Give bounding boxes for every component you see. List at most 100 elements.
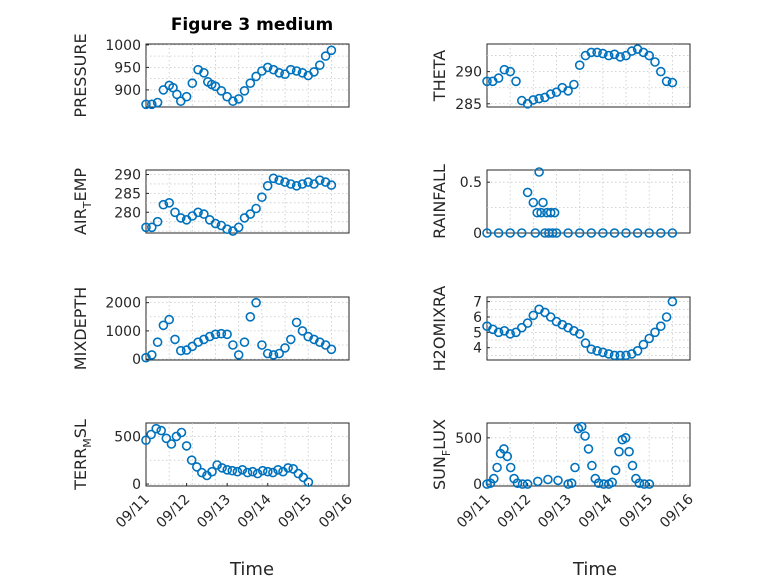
data-point bbox=[574, 60, 585, 70]
data-point bbox=[197, 467, 207, 478]
data-point bbox=[655, 228, 666, 238]
data-point bbox=[586, 47, 597, 58]
data-point bbox=[553, 475, 563, 486]
data-point bbox=[488, 473, 499, 484]
y-axis-label: MIXDEPTH bbox=[71, 287, 90, 370]
data-point bbox=[482, 228, 492, 238]
x-tick-label: 09/14 bbox=[576, 491, 616, 531]
data-point bbox=[522, 479, 533, 489]
data-point bbox=[638, 339, 649, 350]
data-point bbox=[217, 463, 227, 473]
data-point bbox=[158, 199, 169, 210]
data-point bbox=[251, 203, 261, 214]
data-point bbox=[621, 50, 631, 61]
data-point bbox=[245, 311, 256, 322]
data-point bbox=[587, 460, 597, 471]
data-point bbox=[158, 85, 169, 95]
data-point bbox=[309, 67, 319, 77]
data-point bbox=[193, 207, 203, 218]
data-point bbox=[222, 464, 232, 475]
data-point bbox=[156, 425, 166, 436]
data-point bbox=[626, 46, 637, 56]
data-point bbox=[251, 297, 261, 308]
y-tick-label: 0.5 bbox=[460, 175, 482, 191]
data-point bbox=[528, 197, 539, 208]
data-point bbox=[632, 228, 643, 238]
data-point bbox=[152, 337, 163, 348]
data-point bbox=[141, 99, 151, 110]
y-tick-label: 0 bbox=[132, 477, 141, 493]
data-point bbox=[620, 432, 631, 443]
data-point bbox=[522, 187, 533, 198]
data-point bbox=[291, 66, 302, 76]
data-point bbox=[499, 444, 509, 454]
data-point bbox=[298, 472, 309, 483]
data-point bbox=[661, 312, 672, 322]
data-point bbox=[172, 89, 182, 100]
y-axis-label: TERRMSL bbox=[71, 419, 94, 491]
data-point bbox=[314, 175, 325, 185]
data-point bbox=[598, 48, 608, 59]
data-point bbox=[303, 477, 314, 488]
data-point bbox=[176, 345, 186, 356]
data-point bbox=[268, 350, 279, 360]
data-point bbox=[570, 462, 580, 473]
data-point bbox=[141, 435, 151, 446]
data-point bbox=[285, 64, 296, 75]
data-point bbox=[297, 179, 308, 189]
data-point bbox=[199, 209, 209, 219]
data-point bbox=[268, 467, 278, 478]
data-point bbox=[291, 181, 302, 191]
data-point bbox=[586, 228, 597, 238]
data-point bbox=[326, 180, 337, 190]
panel-pressure: 900 950 1000 PRESSURE bbox=[71, 33, 350, 118]
data-point bbox=[141, 352, 151, 363]
data-point bbox=[164, 314, 174, 325]
data-point bbox=[274, 175, 285, 185]
data-point bbox=[563, 86, 573, 96]
data-point bbox=[147, 99, 157, 110]
data-point bbox=[326, 344, 337, 355]
x-tick-label: 09/11 bbox=[113, 492, 153, 532]
data-point bbox=[320, 51, 331, 61]
data-point bbox=[574, 329, 585, 339]
data-point bbox=[551, 87, 562, 97]
plot-area bbox=[486, 169, 691, 234]
data-point bbox=[291, 317, 302, 328]
data-point bbox=[210, 329, 221, 340]
data-point bbox=[530, 228, 541, 238]
data-point bbox=[161, 433, 172, 444]
y-tick-label: 950 bbox=[114, 60, 141, 76]
x-tick-label: 09/16 bbox=[657, 491, 697, 531]
data-point bbox=[187, 78, 198, 88]
data-point bbox=[257, 192, 267, 202]
data-point bbox=[502, 451, 513, 462]
data-point bbox=[199, 68, 209, 78]
panel-rainfall: 0 0.5 RAINFALL bbox=[430, 164, 691, 242]
data-point bbox=[655, 321, 666, 332]
data-point bbox=[152, 97, 163, 108]
data-point bbox=[176, 96, 186, 106]
data-point bbox=[607, 477, 618, 488]
y-tick-label: 6 bbox=[473, 310, 482, 326]
data-point bbox=[576, 421, 587, 432]
data-point bbox=[285, 179, 296, 189]
data-point bbox=[228, 96, 238, 106]
data-point bbox=[212, 460, 222, 470]
data-point bbox=[283, 463, 293, 473]
data-point bbox=[511, 76, 521, 87]
data-point bbox=[615, 52, 626, 62]
panel-terr_msl: 0 500 09/11 09/12 09/13 09/14 09/15 09/16 TERRMS… bbox=[71, 419, 356, 531]
data-point bbox=[152, 216, 163, 227]
data-point bbox=[493, 327, 504, 338]
data-point bbox=[528, 310, 539, 321]
y-tick-label: 290 bbox=[114, 168, 141, 184]
plot-area bbox=[145, 422, 350, 487]
data-point bbox=[549, 207, 560, 218]
panel-mixdepth: 0 1000 2000 MIXDEPTH bbox=[71, 287, 350, 370]
data-point bbox=[644, 479, 655, 489]
data-point bbox=[580, 338, 591, 348]
data-point bbox=[511, 327, 521, 338]
data-point bbox=[505, 228, 516, 238]
y-tick-label: 0 bbox=[473, 226, 482, 242]
